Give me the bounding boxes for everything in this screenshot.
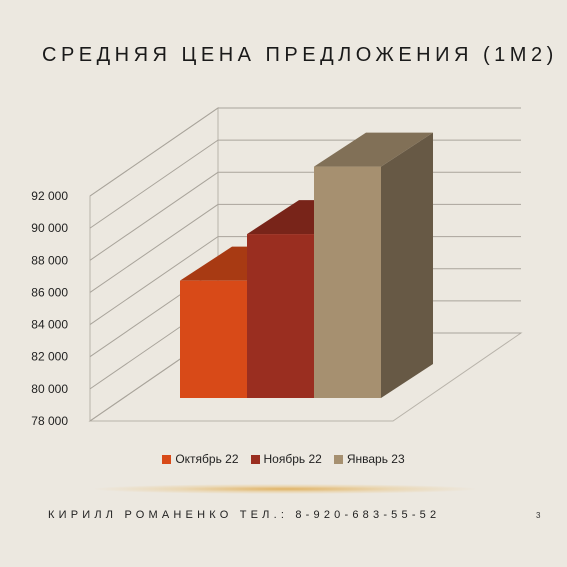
legend-label: Январь 23 (346, 452, 405, 466)
footer-contact: КИРИЛЛ РОМАНЕНКО ТЕЛ.: 8-920-683-55-52 (48, 509, 441, 521)
y-tick-label: 80 000 (31, 382, 68, 396)
chart-bars (180, 132, 433, 399)
y-tick-label: 90 000 (31, 221, 68, 235)
legend-item: Ноябрь 22 (250, 452, 322, 466)
decorative-glow-divider (95, 484, 475, 494)
slide-title: СРЕДНЯЯ ЦЕНА ПРЕДЛОЖЕНИЯ (1М2) (42, 44, 558, 66)
page-number: 3 (536, 511, 541, 520)
legend-label: Ноябрь 22 (263, 452, 322, 466)
legend-item: Октябрь 22 (162, 452, 239, 466)
y-tick-label: 86 000 (31, 285, 68, 299)
y-tick-label: 92 000 (31, 189, 68, 203)
bar-front-face (247, 234, 314, 398)
legend-swatch (250, 454, 260, 464)
y-tick-label: 88 000 (31, 253, 68, 267)
legend-label: Октябрь 22 (175, 452, 239, 466)
bar-top-face (314, 132, 433, 167)
bar-front-face (314, 166, 381, 398)
y-tick-label: 78 000 (31, 414, 68, 428)
gridline-92000 (89, 107, 521, 197)
bar-side-face (381, 132, 433, 399)
y-axis-tick-labels: 78 000 80 000 82 000 84 000 86 000 88 000 90 0… (31, 189, 68, 428)
bar-3 (314, 132, 433, 399)
legend-swatch (333, 454, 343, 464)
chart-legend: Октябрь 22 Ноябрь 22 Январь 23 (0, 452, 567, 466)
y-tick-label: 84 000 (31, 318, 68, 332)
bar-chart-3d: 78 000 80 000 82 000 84 000 86 000 88 000 90 0… (31, 107, 523, 428)
y-tick-label: 82 000 (31, 350, 68, 364)
legend-item: Январь 23 (333, 452, 405, 466)
bar-front-face (180, 280, 247, 398)
legend-swatch (162, 454, 172, 464)
